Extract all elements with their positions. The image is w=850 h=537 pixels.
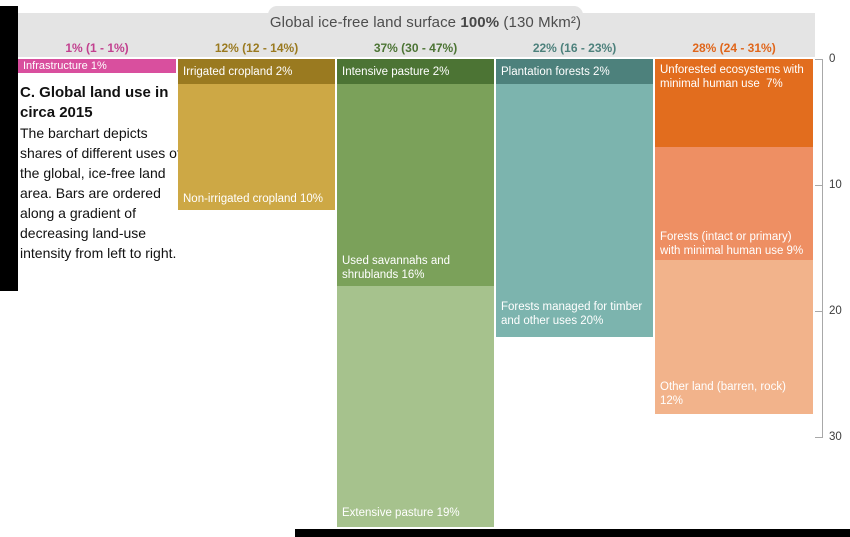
bar-segment-unforested-ecosystems: Unforested ecosystems with minimal human… <box>655 59 813 147</box>
bar-segment-forests-intact-primary: Forests (intact or primary) with minimal… <box>655 147 813 260</box>
bar-segment-forests-managed-timber: Forests managed for timber and other use… <box>496 84 653 337</box>
bar-segment-intensive-pasture: Intensive pasture 2% <box>337 59 494 84</box>
header-bar <box>18 13 815 57</box>
chart-title: Global ice-free land surface 100% (130 M… <box>98 14 753 34</box>
y-axis-label-10: 10 <box>829 179 842 191</box>
y-axis-label-30: 30 <box>829 431 842 443</box>
chart-title-pre: Global ice-free land surface <box>269 14 461 31</box>
left-crop-bar <box>0 6 18 291</box>
bottom-crop-bar <box>295 529 850 537</box>
column-header-pasture: 37% (30 - 47%) <box>373 41 458 55</box>
bar-segment-extensive-pasture: Extensive pasture 19% <box>337 286 494 527</box>
bar-segment-irrigated-cropland: Irrigated cropland 2% <box>178 59 335 84</box>
annotation-heading: C. Global land use in circa 2015 <box>20 84 169 121</box>
y-axis-tick-0 <box>815 59 822 60</box>
y-axis-tick-20 <box>815 311 822 312</box>
bar-segment-non-irrigated-cropland: Non-irrigated cropland 10% <box>178 84 335 210</box>
annotation-block: C. Global land use in circa 2015 The bar… <box>20 83 183 263</box>
bar-segment-used-savannahs: Used savannahs and shrublands 16% <box>337 84 494 286</box>
y-axis-line <box>822 59 823 438</box>
column-header-managed-forest: 22% (16 - 23%) <box>532 41 617 55</box>
bar-segment-infrastructure: Infrastructure 1% <box>18 59 176 73</box>
chart-title-total: 100% <box>460 14 500 31</box>
y-axis-tick-10 <box>815 185 822 186</box>
column-header-minimal-use: 28% (24 - 31%) <box>692 41 776 55</box>
y-axis-label-20: 20 <box>829 305 842 317</box>
chart-title-post: (130 Mkm²) <box>499 14 582 31</box>
y-axis-label-0: 0 <box>829 53 836 65</box>
bar-segment-other-land: Other land (barren, rock) 12% <box>655 260 813 414</box>
column-header-infrastructure: 1% (1 - 1%) <box>65 41 129 55</box>
bar-segment-plantation-forests: Plantation forests 2% <box>496 59 653 84</box>
annotation-body: The barchart depicts shares of different… <box>20 125 181 261</box>
y-axis-tick-30 <box>815 437 822 438</box>
column-header-cropland: 12% (12 - 14%) <box>214 41 299 55</box>
